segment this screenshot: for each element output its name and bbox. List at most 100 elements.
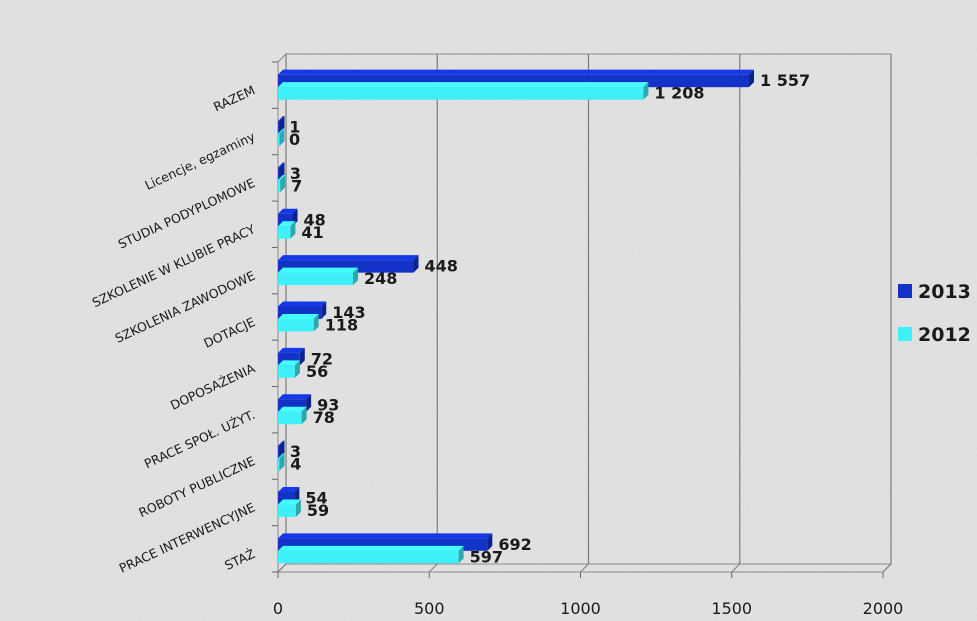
bar-front-face xyxy=(278,272,354,286)
value-label-2013-1: 1 xyxy=(289,118,300,137)
bar-front-face xyxy=(278,319,314,332)
bar-end-face xyxy=(279,128,285,147)
value-label-2012-1: 0 xyxy=(289,130,300,149)
bar-end-face xyxy=(299,347,305,366)
bar-end-face xyxy=(306,394,312,412)
value-label-2012-8: 4 xyxy=(290,455,301,474)
value-label-2012-6: 56 xyxy=(306,362,328,381)
bar-2012-6 xyxy=(278,360,300,378)
x-tick-label-3: 1500 xyxy=(711,599,752,618)
gridline-floor xyxy=(277,563,287,573)
bar-top-face xyxy=(278,406,307,412)
bar-top-face xyxy=(278,394,312,400)
bar-end-face xyxy=(643,82,649,100)
bar-top-face xyxy=(278,360,300,366)
bar-2012-5 xyxy=(278,314,319,332)
bar-end-face xyxy=(280,174,286,193)
bar-end-face xyxy=(487,533,493,551)
gridline-floor xyxy=(428,563,438,573)
bar-top-face xyxy=(278,301,327,307)
bar-front-face xyxy=(278,121,280,134)
x-tick-label-2: 1000 xyxy=(560,599,601,618)
value-label-2012-5: 118 xyxy=(325,316,358,335)
value-label-2013-6: 72 xyxy=(311,349,333,368)
bar-top-face xyxy=(278,499,301,505)
bar-end-face xyxy=(294,360,300,378)
bar-front-face xyxy=(278,458,280,471)
bar-front-face xyxy=(278,179,281,193)
value-label-2012-4: 248 xyxy=(364,269,397,288)
value-label-2012-10: 597 xyxy=(470,547,503,566)
bar-top-face xyxy=(278,69,754,75)
bar-top-face xyxy=(278,221,296,227)
gridline-floor xyxy=(731,563,741,573)
gridline-floor xyxy=(882,563,892,573)
bar-top-face xyxy=(278,82,649,88)
bar-front-face xyxy=(278,504,296,517)
bar-top-face xyxy=(278,314,319,319)
value-label-2012-3: 41 xyxy=(301,223,323,242)
value-label-2012-0: 1 208 xyxy=(654,84,704,103)
legend-swatch-2013 xyxy=(898,284,912,298)
bar-front-face xyxy=(278,87,644,100)
bar-top-face xyxy=(278,208,298,214)
bar-2012-7 xyxy=(278,406,307,425)
value-label-2013-3: 48 xyxy=(304,210,326,229)
value-label-2013-4: 448 xyxy=(425,257,458,276)
bar-2012-8 xyxy=(278,453,285,471)
bar-end-face xyxy=(279,453,285,471)
bar-top-face xyxy=(278,545,464,551)
bar-front-face xyxy=(278,167,280,180)
value-label-2012-2: 7 xyxy=(291,176,302,195)
bar-front-face xyxy=(278,411,302,425)
bar-end-face xyxy=(290,221,296,239)
legend-label-2012: 2012 xyxy=(918,324,971,346)
bar-2012-4 xyxy=(278,267,359,286)
value-label-2013-9: 54 xyxy=(305,488,327,507)
bar-top-face xyxy=(278,533,493,539)
bar-top-face xyxy=(278,440,285,446)
bar-top-face xyxy=(278,162,285,168)
legend-label-2013: 2013 xyxy=(918,281,971,303)
bar-front-face xyxy=(278,365,295,378)
bar-front-face xyxy=(278,133,280,147)
value-label-2013-2: 3 xyxy=(290,164,301,183)
bar-front-face xyxy=(278,550,459,564)
bar-top-face xyxy=(278,486,300,492)
bar-top-face xyxy=(278,116,285,122)
bar-end-face xyxy=(301,406,307,425)
value-label-2012-7: 78 xyxy=(313,408,335,427)
bar-top-face xyxy=(278,347,305,353)
bar-top-face xyxy=(278,453,285,459)
value-label-2013-8: 3 xyxy=(290,442,301,461)
bar-end-face xyxy=(313,314,319,332)
bar-2012-0 xyxy=(278,82,649,100)
value-label-2013-5: 143 xyxy=(332,303,365,322)
value-label-2013-7: 93 xyxy=(317,396,339,415)
gridline-floor xyxy=(580,563,589,573)
bar-top-face xyxy=(278,174,286,180)
bar-front-face xyxy=(278,226,291,239)
legend-swatch-2012 xyxy=(898,327,912,341)
bar-2012-10 xyxy=(278,545,464,564)
value-label-2013-0: 1 557 xyxy=(760,71,810,90)
bar-end-face xyxy=(321,301,327,319)
bar-top-face xyxy=(278,128,285,134)
bar-front-face xyxy=(278,445,280,459)
value-label-2013-10: 692 xyxy=(498,535,531,554)
bar-2012-9 xyxy=(278,499,301,517)
bar-end-face xyxy=(748,69,754,88)
bar-2012-1 xyxy=(278,128,285,147)
bar-end-face xyxy=(458,545,464,564)
bar-end-face xyxy=(295,499,301,517)
bar-top-face xyxy=(278,255,419,261)
value-label-2012-9: 59 xyxy=(307,501,329,520)
bar-2012-3 xyxy=(278,221,296,239)
bar-end-face xyxy=(413,255,419,273)
bar-2012-2 xyxy=(278,174,286,193)
x-tick-label-1: 500 xyxy=(414,599,445,618)
bar-top-face xyxy=(278,267,359,273)
